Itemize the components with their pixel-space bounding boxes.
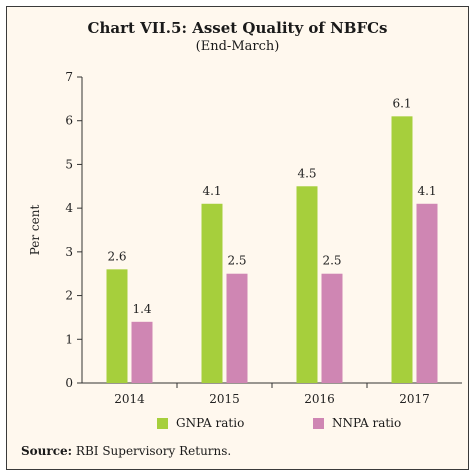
bar-gnpa-ratio-2017 <box>391 116 413 383</box>
y-tick-label: 4 <box>65 201 73 215</box>
data-label: 6.1 <box>392 96 411 110</box>
chart-frame: Chart VII.5: Asset Quality of NBFCs (End… <box>6 6 469 470</box>
y-tick-label: 6 <box>65 114 73 128</box>
data-label: 4.1 <box>417 184 436 198</box>
data-label: 4.5 <box>297 166 316 180</box>
y-tick-label: 7 <box>65 70 73 84</box>
data-label: 2.5 <box>227 254 246 268</box>
data-label: 2.5 <box>322 254 341 268</box>
chart-title: Chart VII.5: Asset Quality of NBFCs <box>87 19 388 37</box>
y-tick-label: 5 <box>65 157 73 171</box>
data-label: 1.4 <box>132 302 151 316</box>
x-tick-label: 2014 <box>114 392 145 406</box>
bar-gnpa-ratio-2015 <box>201 203 223 383</box>
bar-nnpa-ratio-2016 <box>321 273 343 383</box>
y-tick-label: 2 <box>65 289 73 303</box>
y-tick-label: 0 <box>65 376 73 390</box>
x-tick-label: 2015 <box>209 392 240 406</box>
x-tick-label: 2017 <box>399 392 430 406</box>
legend-label-nnpa: NNPA ratio <box>332 416 402 430</box>
bar-gnpa-ratio-2014 <box>106 269 128 383</box>
data-label: 2.6 <box>107 249 126 263</box>
bar-gnpa-ratio-2016 <box>296 186 318 383</box>
bar-nnpa-ratio-2015 <box>226 273 248 383</box>
bar-nnpa-ratio-2017 <box>416 203 438 383</box>
source-note: Source: RBI Supervisory Returns. <box>21 444 231 458</box>
bar-chart: 0 1 2 3 4 5 6 7 Per cent 2014 2.6 1.4 2015 4.1 2.5 2016… <box>28 70 462 406</box>
x-tick-label: 2016 <box>304 392 335 406</box>
legend-label-gnpa: GNPA ratio <box>176 416 245 430</box>
y-tick-label: 1 <box>65 332 73 346</box>
bar-nnpa-ratio-2014 <box>131 321 153 383</box>
source-label: Source: <box>21 444 73 458</box>
legend: GNPA ratio NNPA ratio <box>7 416 468 436</box>
legend-swatch-gnpa <box>157 417 168 429</box>
legend-item-nnpa: NNPA ratio <box>313 416 401 430</box>
legend-swatch-nnpa <box>313 417 324 429</box>
data-label: 4.1 <box>202 184 221 198</box>
chart-subtitle: (End-March) <box>195 39 280 54</box>
y-axis-label: Per cent <box>28 205 42 256</box>
y-tick-label: 3 <box>65 245 73 259</box>
source-text: RBI Supervisory Returns. <box>72 444 232 458</box>
legend-item-gnpa: GNPA ratio <box>157 416 244 430</box>
